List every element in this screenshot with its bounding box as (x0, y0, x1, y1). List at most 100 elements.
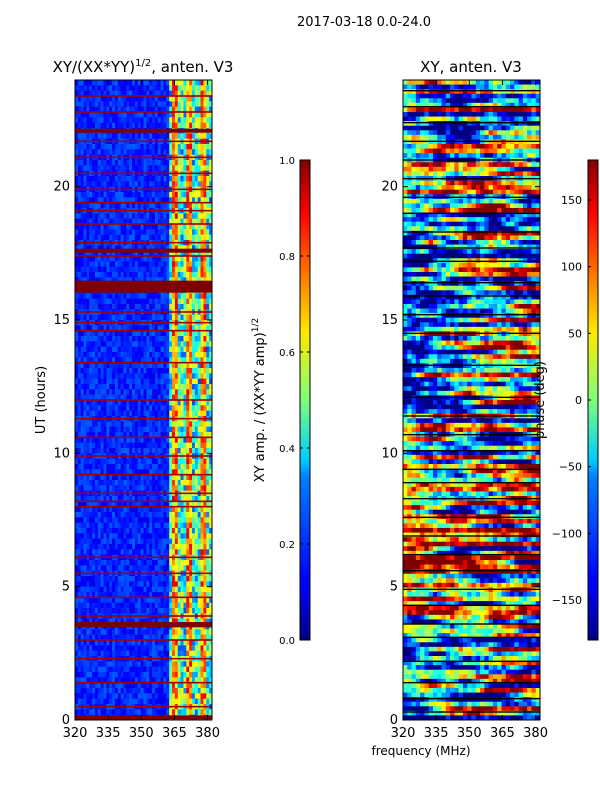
panel1-cell (80, 245, 84, 251)
panel1-cell (112, 560, 116, 566)
panel1-cell (160, 229, 164, 235)
panel1-cell (109, 101, 113, 107)
panel1-cell (114, 245, 119, 251)
panel1-cell (183, 325, 187, 331)
panel1-cell (134, 522, 139, 529)
panel1-cell (192, 560, 196, 566)
panel1-cell (123, 373, 127, 379)
panel1-cell (163, 464, 167, 470)
panel1-cell (192, 533, 196, 539)
panel1-cell (149, 474, 153, 481)
panel1-cell (172, 442, 176, 449)
panel1-cell (203, 298, 207, 305)
panel1-cell (200, 368, 204, 374)
panel1-cell (189, 224, 193, 230)
panel1-cell (89, 549, 93, 555)
panel1-cell (169, 512, 173, 518)
panel1-cell (114, 560, 119, 566)
panel1-cell (120, 533, 124, 539)
panel1-cell (103, 458, 107, 465)
panel1-cell (143, 592, 147, 598)
panel1-cell (160, 245, 164, 251)
panel1-cell (100, 213, 104, 219)
panel1-cell (177, 378, 181, 385)
panel1-cell (203, 304, 207, 310)
panel1-cell (172, 293, 176, 299)
panel1-cell (94, 261, 99, 267)
panel1-cell (94, 224, 99, 230)
panel1-cell (197, 400, 201, 406)
panel1-cell (140, 298, 144, 305)
panel1-cell (152, 501, 156, 507)
panel1-cell (160, 597, 164, 603)
panel1-cell (126, 464, 130, 470)
panel1-cell (172, 522, 176, 529)
panel1-cell (114, 298, 119, 305)
panel1-cell (197, 234, 201, 241)
panel1-cell (194, 512, 199, 518)
panel1-cell (86, 544, 90, 550)
panel1-cell (132, 330, 136, 337)
panel1-cell (206, 618, 210, 625)
panel1-cell (86, 293, 90, 299)
panel1-cell (180, 85, 184, 91)
panel1-cell (149, 432, 153, 438)
panel1-cell (126, 122, 130, 129)
panel1-cell (106, 421, 110, 427)
panel1-cell (183, 80, 187, 86)
panel1-cell (129, 336, 133, 342)
panel1-cell (83, 293, 87, 299)
panel1-cell (200, 202, 204, 209)
panel1-cell (160, 544, 164, 550)
panel1-cell (186, 618, 190, 625)
panel1-cell (100, 165, 104, 171)
panel1-cell (86, 133, 90, 139)
panel1-cell (94, 165, 99, 171)
panel1-cell (183, 394, 187, 401)
panel1-cell (94, 512, 99, 518)
panel1-cell (132, 293, 136, 299)
panel1-cell (194, 602, 199, 609)
panel1-cell (94, 330, 99, 337)
panel1-cell (92, 496, 96, 502)
panel1-cell (160, 112, 164, 118)
panel1-cell (77, 224, 81, 230)
panel1-cell (80, 501, 84, 507)
panel1-cell (186, 85, 190, 91)
panel1-cell (163, 378, 167, 385)
panel1-cell (146, 314, 150, 321)
panel1-cell (75, 330, 79, 337)
panel1-cell (89, 506, 93, 513)
panel1-cell (146, 517, 150, 523)
panel1-cell (89, 266, 93, 273)
panel1-cell (117, 458, 121, 465)
panel1-cell (206, 501, 210, 507)
panel1-cell (103, 197, 107, 203)
panel1-cell (117, 330, 121, 337)
panel1-cell (149, 298, 153, 305)
panel1-cell (129, 512, 133, 518)
panel1-cell (177, 362, 181, 369)
panel1-cell (157, 512, 161, 518)
panel1-cell (114, 602, 119, 609)
panel1-cell (103, 314, 107, 321)
panel1-cell (100, 266, 104, 273)
panel1-cell (75, 629, 79, 635)
panel1-cell (120, 394, 124, 401)
panel1-cell (172, 85, 176, 91)
panel1-cell (157, 384, 161, 390)
panel1-cell (163, 261, 167, 267)
panel1-cell (146, 176, 150, 182)
panel1-cell (157, 234, 161, 241)
panel1-cell (146, 192, 150, 198)
panel1-cell (123, 165, 127, 171)
panel1-cell (143, 602, 147, 609)
panel1-cell (177, 165, 181, 171)
panel1-cell (103, 378, 107, 385)
panel1-cell (132, 250, 136, 257)
panel1-cell (77, 266, 81, 273)
panel1-cell (75, 474, 79, 481)
panel1-cell (126, 549, 130, 555)
panel1-cell (209, 122, 213, 129)
panel1-cell (140, 357, 144, 363)
